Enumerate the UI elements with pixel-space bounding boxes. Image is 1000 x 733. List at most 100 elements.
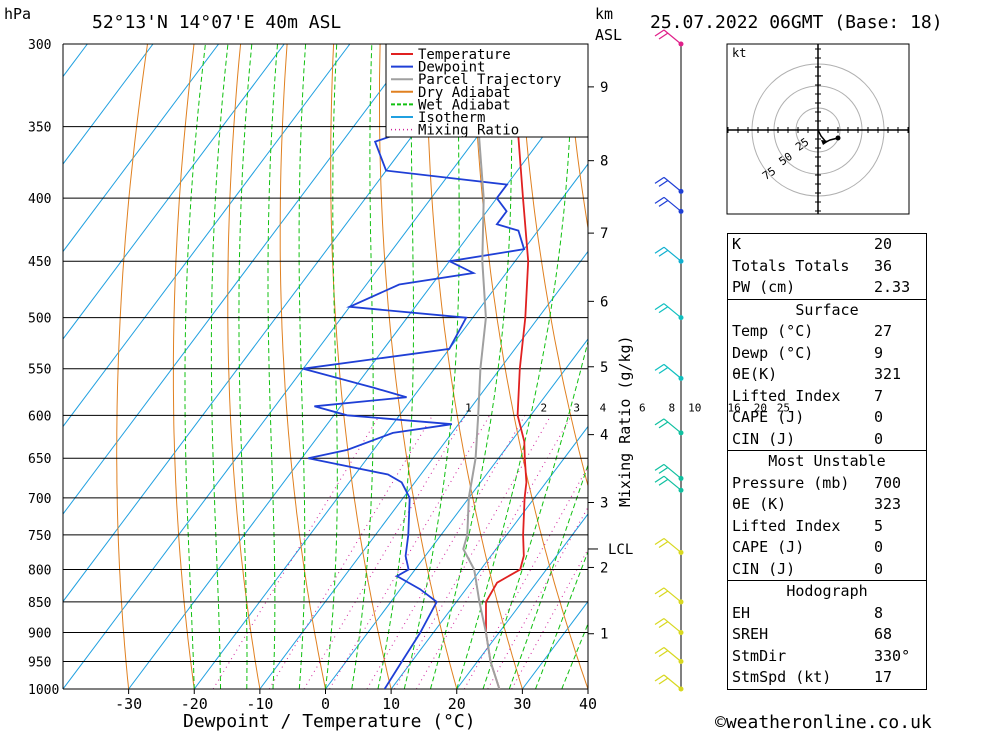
location-title: 52°13'N 14°07'E 40m ASL (92, 12, 341, 33)
dry-adiabat-line (985, 44, 1000, 689)
stats-label: Pressure (mb) (732, 473, 850, 492)
wind-barb-shaft (663, 463, 682, 479)
wet-adiabat-line (210, 44, 229, 689)
stats-label: Totals Totals (732, 256, 850, 275)
wind-barb-shaft (663, 363, 682, 379)
pressure-tick-label: 750 (28, 529, 51, 544)
stats-row: Totals Totals 36 (728, 256, 927, 278)
hodograph-arrow (821, 140, 829, 145)
dry-adiabat-line (116, 44, 148, 689)
wet-adiabat-line (267, 44, 278, 689)
series-line-parcel-trajectory (462, 44, 501, 689)
wet-adiabat-line (184, 44, 206, 689)
stats-label: Lifted Index (732, 516, 841, 535)
wind-barb-flag (658, 478, 669, 486)
temperature-tick-label: -20 (181, 695, 208, 713)
wind-barb-shaft (663, 618, 682, 634)
storm-motion-point (835, 135, 841, 141)
wind-barb-flag (654, 587, 665, 595)
mixing-ratio-label: 4 (600, 401, 607, 414)
mixing-ratio-label: 8 (669, 401, 676, 414)
stats-label: StmSpd (kt) (732, 668, 832, 686)
stats-section-title: Surface (727, 298, 927, 321)
pressure-tick-label: 450 (28, 255, 51, 270)
height-tick-label: 3 (600, 495, 608, 511)
pressure-tick-label: 600 (28, 409, 51, 424)
isotherm-line (63, 44, 548, 689)
pressure-tick-label: 700 (28, 492, 51, 507)
wet-adiabat-line (325, 44, 338, 689)
isotherm-line (0, 44, 22, 689)
stats-label: K (732, 235, 742, 253)
wind-barb-shaft (663, 674, 682, 690)
isotherm-line (456, 513, 588, 689)
series-line-temperature (485, 44, 530, 689)
dry-adiabat-line (379, 44, 458, 689)
temperature-tick-label: 40 (579, 695, 597, 713)
isotherm-line (63, 44, 351, 428)
stats-row: θE (K) 323 (728, 494, 927, 516)
stats-row: Lifted Index 5 (728, 516, 927, 538)
stats-value: 36 (874, 256, 893, 275)
wet-adiabat-line (238, 44, 253, 689)
wind-barb-flag (658, 540, 669, 548)
wind-barb-flag (658, 249, 669, 257)
datetime-title: 25.07.2022 06GMT (Base: 18) (650, 12, 943, 33)
dry-adiabat-line (330, 44, 392, 689)
temperature-tick-label: -10 (246, 695, 273, 713)
temperature-tick-label: -30 (115, 695, 142, 713)
isotherm-line (259, 250, 588, 689)
wind-barb-shaft (663, 475, 682, 491)
wet-adiabat-line (298, 44, 307, 689)
wind-barb-shaft (663, 647, 682, 662)
pressure-tick-label: 800 (28, 563, 51, 578)
height-tick-label: 8 (600, 154, 608, 170)
mixing-ratio-line (394, 415, 552, 689)
stats-row: θE(K) 321 (728, 364, 927, 386)
mixing-ratio-label: 16 (728, 401, 741, 414)
wet-adiabat-line (430, 44, 513, 689)
legend-label: Parcel Trajectory (418, 72, 561, 88)
stats-row: StmDir 330° (728, 646, 927, 668)
wet-adiabat-line (351, 44, 374, 689)
wind-barb-flag (658, 32, 669, 40)
wind-barb-flag (654, 363, 665, 371)
isotherm-line (63, 44, 285, 340)
wind-barb-flag (658, 466, 669, 474)
legend-label: Dewpoint (418, 60, 485, 76)
wind-barb-flag (654, 475, 665, 483)
wind-barb-flag (658, 179, 669, 187)
wind-barb-flag (654, 618, 665, 626)
wind-barb-flag (654, 176, 665, 184)
mixing-ratio-label: 3 (573, 401, 580, 414)
stats-label: θE(K) (732, 365, 778, 383)
stats-row: Temp (°C) 27 (728, 321, 927, 343)
stats-row: CAPE (J) 0 (728, 537, 927, 559)
mixing-ratio-label: 10 (688, 401, 701, 414)
stats-row: PW (cm) 2.33 (728, 277, 927, 299)
stats-value: 7 (874, 386, 884, 405)
stats-value: 330° (874, 646, 911, 665)
isotherm-line (128, 75, 588, 689)
wind-barb-shaft (663, 418, 682, 434)
pressure-unit-label: hPa (4, 5, 31, 23)
pressure-tick-label: 1000 (28, 683, 59, 698)
hodograph-ring-label: 75 (760, 164, 778, 182)
mixing-ratio-label: 6 (639, 401, 646, 414)
mixing-ratio-label: 2 (541, 401, 548, 414)
temperature-tick-label: 20 (448, 695, 466, 713)
legend-label: Temperature (418, 47, 511, 63)
stats-value: 68 (874, 625, 893, 643)
credit-text: ©weatheronline.co.uk (715, 712, 932, 733)
wind-barb-shaft (663, 537, 682, 553)
hodograph-ring-label: 50 (777, 150, 795, 168)
height-unit-label: km (595, 5, 613, 23)
dry-adiabat-line (938, 44, 1000, 689)
stats-value: 8 (874, 603, 884, 622)
wind-barb-flag (654, 303, 665, 311)
temperature-tick-label: 10 (382, 695, 400, 713)
wind-barb-flag (658, 199, 669, 207)
pressure-tick-label: 550 (28, 363, 51, 378)
stats-row: CIN (J) 0 (728, 429, 927, 451)
wind-barb-flag (654, 29, 665, 37)
